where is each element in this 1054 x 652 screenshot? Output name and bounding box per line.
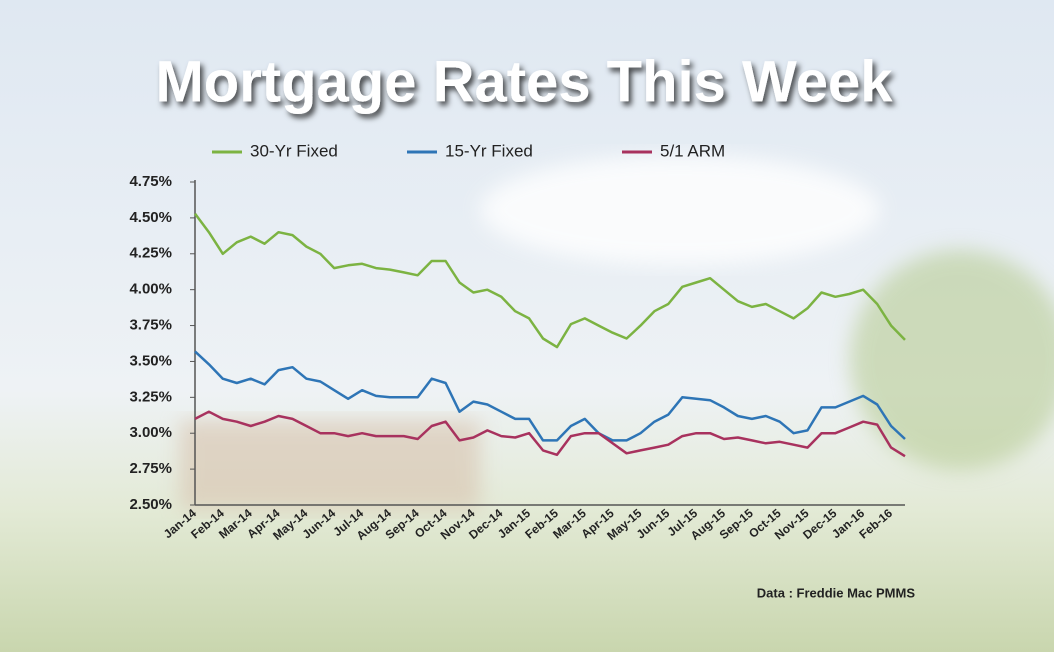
legend-label: 30-Yr Fixed (250, 141, 338, 160)
tree (850, 250, 1054, 470)
y-tick-label: 4.00% (129, 281, 172, 298)
series-line (194, 350, 906, 442)
chart-title: Mortgage Rates This Week (155, 49, 893, 114)
y-tick-label: 3.25% (129, 388, 172, 405)
y-tick-label: 3.75% (129, 317, 172, 334)
y-tick-label: 2.75% (129, 460, 172, 477)
series-line (193, 212, 906, 349)
legend-label: 15-Yr Fixed (445, 141, 533, 160)
cloud (480, 155, 880, 265)
y-tick-label: 4.25% (129, 245, 172, 262)
legend-label: 5/1 ARM (660, 141, 725, 160)
y-tick-label: 3.00% (129, 424, 172, 441)
series-line (194, 410, 906, 458)
y-tick-label: 2.50% (129, 496, 172, 513)
source: Data : Freddie Mac PMMS (757, 585, 916, 600)
y-tick-label: 4.50% (129, 209, 172, 226)
y-tick-label: 3.50% (129, 352, 172, 369)
house (180, 420, 480, 510)
y-tick-label: 4.75% (129, 173, 172, 190)
